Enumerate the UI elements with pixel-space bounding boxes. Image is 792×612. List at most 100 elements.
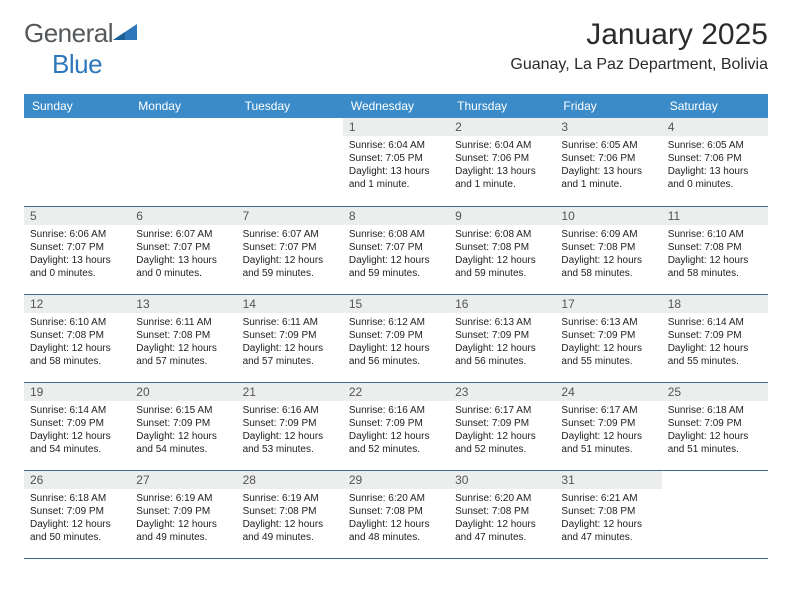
sunset-text: Sunset: 7:07 PM (243, 241, 337, 254)
calendar-row: 19Sunrise: 6:14 AMSunset: 7:09 PMDayligh… (24, 382, 768, 470)
page-title: January 2025 (510, 18, 768, 52)
sunrise-text: Sunrise: 6:08 AM (455, 228, 549, 241)
sunset-text: Sunset: 7:08 PM (561, 241, 655, 254)
day-number: 21 (237, 383, 343, 401)
daylight-text: Daylight: 13 hours and 0 minutes. (668, 165, 762, 191)
sunrise-text: Sunrise: 6:15 AM (136, 404, 230, 417)
day-number: 15 (343, 295, 449, 313)
sunset-text: Sunset: 7:08 PM (455, 505, 549, 518)
sunrise-text: Sunrise: 6:20 AM (455, 492, 549, 505)
calendar-cell: 28Sunrise: 6:19 AMSunset: 7:08 PMDayligh… (237, 470, 343, 558)
sunset-text: Sunset: 7:09 PM (349, 329, 443, 342)
calendar-cell: 22Sunrise: 6:16 AMSunset: 7:09 PMDayligh… (343, 382, 449, 470)
day-info: Sunrise: 6:17 AMSunset: 7:09 PMDaylight:… (555, 401, 661, 462)
calendar-cell: 12Sunrise: 6:10 AMSunset: 7:08 PMDayligh… (24, 294, 130, 382)
sunrise-text: Sunrise: 6:16 AM (243, 404, 337, 417)
day-number: 10 (555, 207, 661, 225)
day-info: Sunrise: 6:21 AMSunset: 7:08 PMDaylight:… (555, 489, 661, 550)
day-info: Sunrise: 6:19 AMSunset: 7:08 PMDaylight:… (237, 489, 343, 550)
sunrise-text: Sunrise: 6:11 AM (243, 316, 337, 329)
day-number: 7 (237, 207, 343, 225)
day-number: 28 (237, 471, 343, 489)
weekday-header: Sunday (24, 94, 130, 118)
daylight-text: Daylight: 12 hours and 50 minutes. (30, 518, 124, 544)
sunrise-text: Sunrise: 6:18 AM (30, 492, 124, 505)
header: GeneralBlue January 2025 Guanay, La Paz … (24, 18, 768, 80)
sunset-text: Sunset: 7:09 PM (136, 505, 230, 518)
calendar-cell: 10Sunrise: 6:09 AMSunset: 7:08 PMDayligh… (555, 206, 661, 294)
brand-logo: GeneralBlue (24, 18, 139, 80)
calendar-cell: 21Sunrise: 6:16 AMSunset: 7:09 PMDayligh… (237, 382, 343, 470)
sunset-text: Sunset: 7:09 PM (668, 329, 762, 342)
calendar-cell: 4Sunrise: 6:05 AMSunset: 7:06 PMDaylight… (662, 118, 768, 206)
sunset-text: Sunset: 7:08 PM (455, 241, 549, 254)
day-info: Sunrise: 6:14 AMSunset: 7:09 PMDaylight:… (662, 313, 768, 374)
day-number: 27 (130, 471, 236, 489)
sunrise-text: Sunrise: 6:07 AM (243, 228, 337, 241)
calendar-cell: 16Sunrise: 6:13 AMSunset: 7:09 PMDayligh… (449, 294, 555, 382)
sunrise-text: Sunrise: 6:17 AM (455, 404, 549, 417)
weekday-header: Thursday (449, 94, 555, 118)
day-info: Sunrise: 6:17 AMSunset: 7:09 PMDaylight:… (449, 401, 555, 462)
sunrise-text: Sunrise: 6:19 AM (243, 492, 337, 505)
calendar-cell: 17Sunrise: 6:13 AMSunset: 7:09 PMDayligh… (555, 294, 661, 382)
calendar-cell: 30Sunrise: 6:20 AMSunset: 7:08 PMDayligh… (449, 470, 555, 558)
daylight-text: Daylight: 12 hours and 54 minutes. (136, 430, 230, 456)
daylight-text: Daylight: 12 hours and 51 minutes. (668, 430, 762, 456)
day-info: Sunrise: 6:08 AMSunset: 7:07 PMDaylight:… (343, 225, 449, 286)
sunrise-text: Sunrise: 6:04 AM (349, 139, 443, 152)
daylight-text: Daylight: 13 hours and 0 minutes. (136, 254, 230, 280)
day-info: Sunrise: 6:14 AMSunset: 7:09 PMDaylight:… (24, 401, 130, 462)
sunrise-text: Sunrise: 6:11 AM (136, 316, 230, 329)
day-number: 25 (662, 383, 768, 401)
day-number: 8 (343, 207, 449, 225)
day-number: 26 (24, 471, 130, 489)
sunset-text: Sunset: 7:09 PM (561, 417, 655, 430)
brand-part1: General (24, 18, 113, 48)
calendar-cell: 14Sunrise: 6:11 AMSunset: 7:09 PMDayligh… (237, 294, 343, 382)
day-info: Sunrise: 6:05 AMSunset: 7:06 PMDaylight:… (555, 136, 661, 197)
calendar-cell: 27Sunrise: 6:19 AMSunset: 7:09 PMDayligh… (130, 470, 236, 558)
day-number: 31 (555, 471, 661, 489)
daylight-text: Daylight: 13 hours and 1 minute. (561, 165, 655, 191)
weekday-header-row: SundayMondayTuesdayWednesdayThursdayFrid… (24, 94, 768, 118)
day-info: Sunrise: 6:20 AMSunset: 7:08 PMDaylight:… (449, 489, 555, 550)
sunset-text: Sunset: 7:09 PM (455, 329, 549, 342)
sunset-text: Sunset: 7:07 PM (136, 241, 230, 254)
calendar-cell: 13Sunrise: 6:11 AMSunset: 7:08 PMDayligh… (130, 294, 236, 382)
sunset-text: Sunset: 7:07 PM (349, 241, 443, 254)
page-subtitle: Guanay, La Paz Department, Bolivia (510, 56, 768, 74)
daylight-text: Daylight: 13 hours and 1 minute. (455, 165, 549, 191)
daylight-text: Daylight: 12 hours and 52 minutes. (349, 430, 443, 456)
sunrise-text: Sunrise: 6:12 AM (349, 316, 443, 329)
calendar-cell: 25Sunrise: 6:18 AMSunset: 7:09 PMDayligh… (662, 382, 768, 470)
daylight-text: Daylight: 12 hours and 56 minutes. (455, 342, 549, 368)
daylight-text: Daylight: 12 hours and 57 minutes. (243, 342, 337, 368)
day-info: Sunrise: 6:10 AMSunset: 7:08 PMDaylight:… (24, 313, 130, 374)
calendar-cell: 6Sunrise: 6:07 AMSunset: 7:07 PMDaylight… (130, 206, 236, 294)
day-info: Sunrise: 6:18 AMSunset: 7:09 PMDaylight:… (24, 489, 130, 550)
calendar-cell: 26Sunrise: 6:18 AMSunset: 7:09 PMDayligh… (24, 470, 130, 558)
sunrise-text: Sunrise: 6:07 AM (136, 228, 230, 241)
sunset-text: Sunset: 7:06 PM (561, 152, 655, 165)
day-number: 5 (24, 207, 130, 225)
weekday-header: Tuesday (237, 94, 343, 118)
sunset-text: Sunset: 7:08 PM (668, 241, 762, 254)
calendar-cell (130, 118, 236, 206)
day-info: Sunrise: 6:12 AMSunset: 7:09 PMDaylight:… (343, 313, 449, 374)
sunrise-text: Sunrise: 6:10 AM (668, 228, 762, 241)
brand-part2: Blue (52, 49, 102, 79)
day-info: Sunrise: 6:11 AMSunset: 7:09 PMDaylight:… (237, 313, 343, 374)
daylight-text: Daylight: 12 hours and 47 minutes. (561, 518, 655, 544)
day-info: Sunrise: 6:06 AMSunset: 7:07 PMDaylight:… (24, 225, 130, 286)
sunset-text: Sunset: 7:09 PM (30, 505, 124, 518)
daylight-text: Daylight: 12 hours and 58 minutes. (561, 254, 655, 280)
daylight-text: Daylight: 12 hours and 54 minutes. (30, 430, 124, 456)
daylight-text: Daylight: 12 hours and 53 minutes. (243, 430, 337, 456)
daylight-text: Daylight: 12 hours and 52 minutes. (455, 430, 549, 456)
weekday-header: Friday (555, 94, 661, 118)
sunrise-text: Sunrise: 6:18 AM (668, 404, 762, 417)
day-info: Sunrise: 6:20 AMSunset: 7:08 PMDaylight:… (343, 489, 449, 550)
daylight-text: Daylight: 12 hours and 57 minutes. (136, 342, 230, 368)
day-info: Sunrise: 6:07 AMSunset: 7:07 PMDaylight:… (130, 225, 236, 286)
